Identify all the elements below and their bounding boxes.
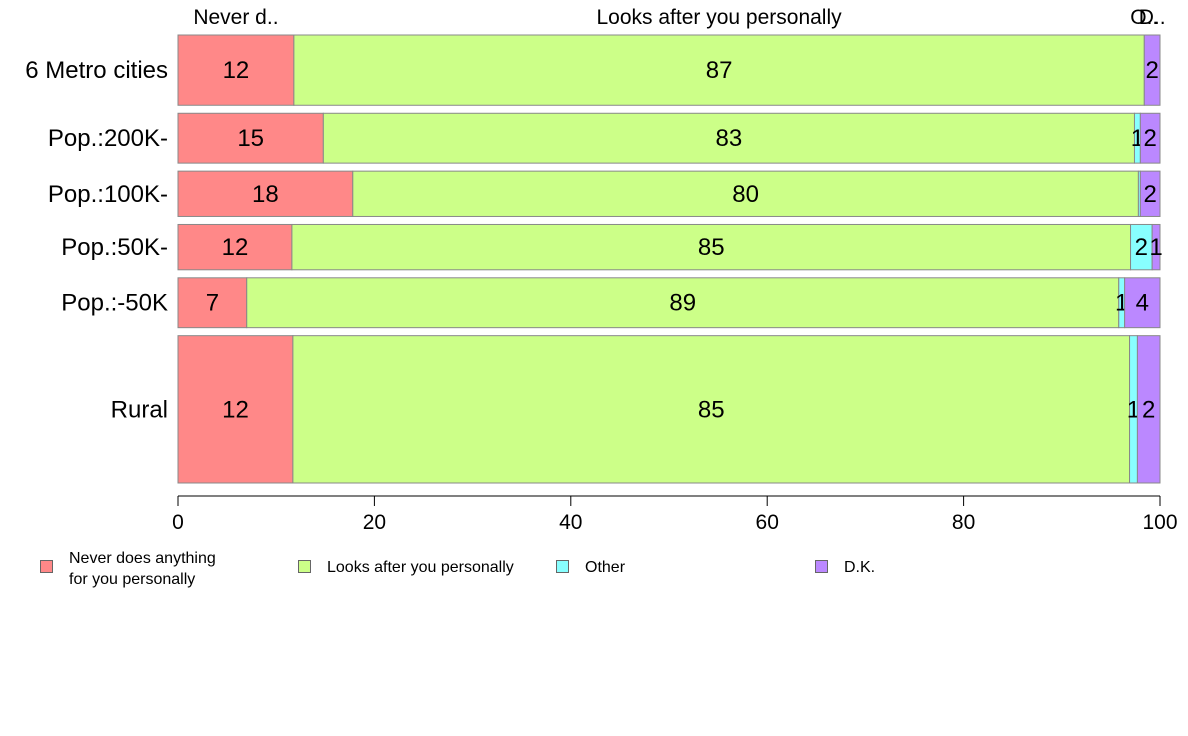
- bar-segment: [352, 170, 1139, 217]
- data-label: 85: [698, 234, 725, 261]
- data-label: 87: [706, 57, 733, 84]
- data-label: 85: [698, 396, 725, 423]
- bar-segment: [177, 335, 294, 484]
- x-tick-label: 20: [363, 511, 386, 534]
- legend-label: Looks after you personally: [327, 559, 514, 576]
- data-label: 4: [1136, 290, 1149, 317]
- segment-top-label: Looks after you personally: [597, 6, 843, 29]
- bar-segment: [292, 335, 1131, 484]
- bar-segment: [177, 277, 248, 329]
- legend: Never does anything for you personally Lo…: [0, 548, 1188, 598]
- data-label: 12: [223, 57, 250, 84]
- data-label: 2: [1135, 234, 1148, 261]
- data-label: 2: [1145, 57, 1158, 84]
- data-label: 83: [716, 125, 743, 152]
- legend-swatch: [815, 560, 828, 573]
- bar-segment: [1136, 335, 1161, 484]
- legend-item: Other: [556, 548, 625, 578]
- category-label: Rural: [111, 396, 168, 423]
- data-label: 2: [1142, 396, 1155, 423]
- data-label: 7: [206, 290, 219, 317]
- bar-segment: [1151, 223, 1161, 271]
- bar-row: 12 85 1 2: [177, 335, 1161, 484]
- bar-segment: [1139, 112, 1161, 164]
- category-label: Pop.:200K-: [48, 125, 168, 152]
- x-tick-label: 0: [172, 511, 184, 534]
- x-tick-label: 60: [756, 511, 779, 534]
- x-tick-label: 100: [1142, 511, 1177, 534]
- data-label: 1: [1149, 234, 1162, 261]
- legend-item: Looks after you personally: [298, 548, 514, 578]
- data-label: 2: [1144, 181, 1157, 208]
- data-label: 18: [252, 181, 279, 208]
- category-label: Pop.:100K-: [48, 181, 168, 208]
- legend-swatch: [556, 560, 569, 573]
- data-label: 12: [222, 234, 249, 261]
- category-label: Pop.:-50K: [61, 290, 168, 317]
- data-label: 12: [222, 396, 249, 423]
- legend-label: Never does anything for you personally: [69, 550, 216, 588]
- bar-segment: [322, 112, 1135, 164]
- legend-item: Never does anything for you personally: [40, 548, 216, 590]
- x-axis: 0 20 40 60 80 100: [172, 495, 1178, 534]
- bar-segment: [177, 170, 354, 217]
- bar-rows: 12 87 215 83 1 218 80 212 85 2 17 89 1 412 85 1 2: [177, 34, 1163, 484]
- data-label: 2: [1144, 125, 1157, 152]
- bar-row: 7 89 1 4: [177, 277, 1161, 329]
- bar-segment: [246, 277, 1120, 329]
- category-label: 6 Metro cities: [25, 57, 168, 84]
- segment-top-label: Never d..: [193, 6, 278, 29]
- category-labels: 6 Metro cities Pop.:200K- Pop.:100K- Pop.:5…: [25, 57, 168, 423]
- bar-segment: [1139, 170, 1161, 217]
- x-tick-label: 80: [952, 511, 975, 534]
- bar-row: 12 85 2 1: [177, 223, 1163, 271]
- data-label: 15: [237, 125, 264, 152]
- data-label: 89: [669, 290, 696, 317]
- legend-item: D.K.: [815, 548, 875, 578]
- stacked-bar-chart: Never d.. Looks after you personally O..D.…: [25, 6, 1178, 534]
- bar-row: 18 80 2: [177, 170, 1161, 217]
- x-tick-label: 40: [559, 511, 582, 534]
- segment-top-labels: Never d.. Looks after you personally O..D.…: [193, 6, 1165, 29]
- legend-label: D.K.: [844, 559, 876, 576]
- data-label: 80: [732, 181, 759, 208]
- category-label: Pop.:50K-: [61, 234, 168, 261]
- legend-swatch: [40, 560, 53, 573]
- bar-row: 12 87 2: [177, 34, 1161, 106]
- data-label: 1: [1127, 396, 1140, 423]
- legend-swatch: [298, 560, 311, 573]
- bar-row: 15 83 1 2: [177, 112, 1161, 164]
- bar-segment: [177, 223, 293, 271]
- bar-segment: [293, 34, 1145, 106]
- bar-segment: [1124, 277, 1161, 329]
- legend-label: Other: [585, 559, 626, 576]
- segment-top-label: D..: [1139, 6, 1166, 29]
- bar-segment: [1143, 34, 1161, 106]
- bar-segment: [177, 112, 324, 164]
- segment-top-label: O..: [1130, 6, 1158, 29]
